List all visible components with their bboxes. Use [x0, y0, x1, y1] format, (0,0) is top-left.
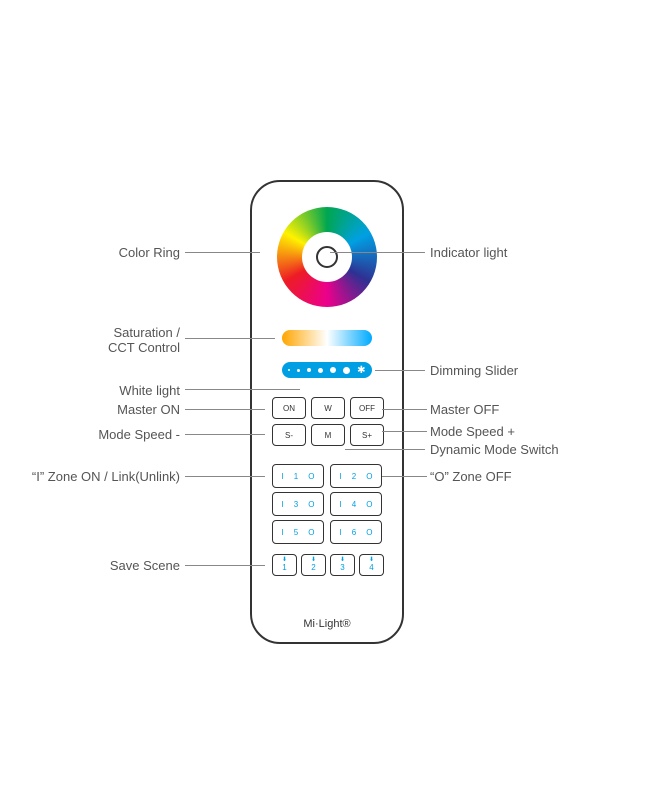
dimming-slider[interactable]: ✱	[282, 362, 372, 378]
zone-5-button[interactable]: I5O	[272, 520, 324, 544]
mode-button[interactable]: M	[311, 424, 345, 446]
zone-4-button[interactable]: I4O	[330, 492, 382, 516]
zone-row-3: I5O I6O	[272, 520, 382, 544]
label-speed-minus: Mode Speed -	[60, 427, 180, 442]
leader-line	[382, 409, 427, 410]
leader-line	[185, 434, 265, 435]
cct-slider[interactable]	[282, 330, 372, 346]
master-off-button[interactable]: OFF	[350, 397, 384, 419]
speed-minus-button[interactable]: S-	[272, 424, 306, 446]
label-save-scene: Save Scene	[80, 558, 180, 573]
brand-label: Mi·Light®	[252, 618, 402, 630]
label-master-off: Master OFF	[430, 402, 499, 417]
label-zone-on: “I” Zone ON / Link(Unlink)	[0, 469, 180, 484]
leader-line	[185, 338, 275, 339]
zone-6-button[interactable]: I6O	[330, 520, 382, 544]
scene-1-button[interactable]: 1	[272, 554, 297, 576]
indicator-light	[316, 246, 338, 268]
button-row-2: S- M S+	[272, 424, 384, 446]
leader-line	[382, 476, 427, 477]
button-row-1: ON W OFF	[272, 397, 384, 419]
leader-line	[345, 449, 425, 450]
label-color-ring: Color Ring	[80, 245, 180, 260]
zone-3-button[interactable]: I3O	[272, 492, 324, 516]
leader-line	[185, 565, 265, 566]
color-ring-center	[302, 232, 352, 282]
label-dynamic: Dynamic Mode Switch	[430, 442, 559, 457]
label-white: White light	[80, 383, 180, 398]
scene-2-button[interactable]: 2	[301, 554, 326, 576]
remote-body: ✱ ON W OFF S- M S+ I1O I2O I3O I4O I5O I…	[250, 180, 404, 644]
leader-line	[375, 370, 425, 371]
dim-dot	[343, 367, 350, 374]
leader-line	[382, 431, 427, 432]
label-zone-off: “O” Zone OFF	[430, 469, 512, 484]
leader-line	[185, 409, 265, 410]
speed-plus-button[interactable]: S+	[350, 424, 384, 446]
leader-line	[185, 389, 300, 390]
label-speed-plus: Mode Speed +	[430, 424, 515, 439]
dim-dot	[318, 368, 323, 373]
leader-line	[330, 252, 425, 253]
zone-2-button[interactable]: I2O	[330, 464, 382, 488]
label-indicator: Indicator light	[430, 245, 507, 260]
white-button[interactable]: W	[311, 397, 345, 419]
label-saturation: Saturation / CCT Control	[80, 325, 180, 355]
dim-dot	[307, 368, 311, 372]
leader-line	[185, 252, 260, 253]
brightness-icon: ✱	[357, 365, 365, 376]
leader-line	[185, 476, 265, 477]
scene-4-button[interactable]: 4	[359, 554, 384, 576]
dim-dot	[330, 367, 336, 373]
zone-row-1: I1O I2O	[272, 464, 382, 488]
dim-dot	[297, 369, 300, 372]
label-master-on: Master ON	[80, 402, 180, 417]
zone-1-button[interactable]: I1O	[272, 464, 324, 488]
scene-3-button[interactable]: 3	[330, 554, 355, 576]
master-on-button[interactable]: ON	[272, 397, 306, 419]
dim-dot	[288, 369, 290, 371]
scene-row: 1 2 3 4	[272, 554, 384, 576]
zone-row-2: I3O I4O	[272, 492, 382, 516]
label-dimming: Dimming Slider	[430, 363, 518, 378]
